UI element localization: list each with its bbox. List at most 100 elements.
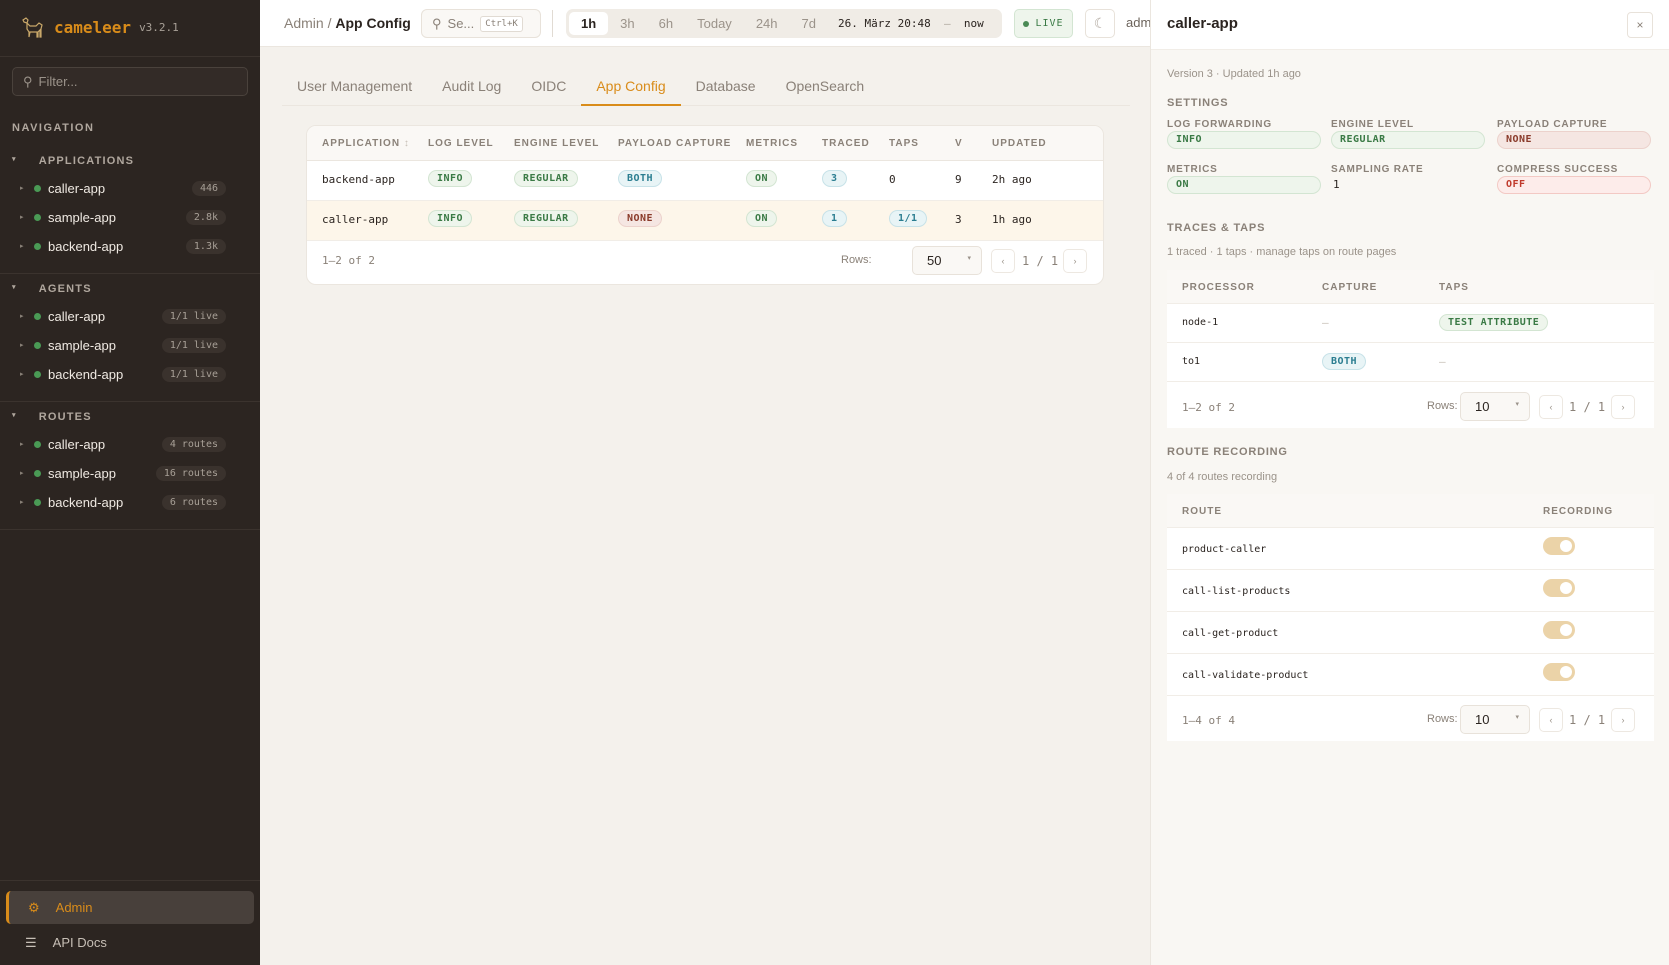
rows-per-page-select[interactable]: 10 ▾ xyxy=(1460,392,1530,421)
table-row[interactable]: to1 BOTH — xyxy=(1167,343,1654,382)
recording-toggle[interactable] xyxy=(1543,579,1575,597)
traces-title: TRACES & TAPS xyxy=(1167,222,1266,234)
setting-payload-capture-select[interactable]: NONE xyxy=(1497,131,1651,149)
live-toggle[interactable]: LIVE xyxy=(1014,9,1073,38)
cell-log-level: INFO xyxy=(428,170,473,187)
table-row: product-caller xyxy=(1167,528,1654,570)
sidebar-item-api-docs[interactable]: ☰ API Docs xyxy=(6,926,254,959)
setting-log-forwarding-select[interactable]: INFO xyxy=(1167,131,1321,149)
range-1h[interactable]: 1h xyxy=(569,12,609,35)
column-header: METRICS xyxy=(746,138,798,149)
count-badge: 1.3k xyxy=(185,238,226,254)
breadcrumb: Admin / App Config xyxy=(284,15,411,31)
nav-title: NAVIGATION xyxy=(12,122,95,134)
table-row[interactable]: caller-app INFO REGULAR NONE ON 1 1/1 3 1h ago xyxy=(307,201,1103,241)
chevron-down-icon: ▾ xyxy=(12,412,17,419)
app-config-table: APPLICATION ↕ LOG LEVEL ENGINE LEVEL PAYLOA… xyxy=(306,125,1104,285)
tab-audit-log[interactable]: Audit Log xyxy=(442,78,502,94)
rows-per-page-select[interactable]: 50 ▾ xyxy=(912,246,982,275)
sidebar-item-sample-app[interactable]: ▸ sample-app 2.8k xyxy=(20,205,226,229)
count-badge: 1/1 live xyxy=(161,308,226,324)
status-dot-icon xyxy=(34,184,41,192)
range-7d[interactable]: 7d xyxy=(801,16,816,31)
sidebar-item-caller-app[interactable]: ▸ caller-app 4 routes xyxy=(20,432,226,456)
group-title: APPLICATIONS xyxy=(38,155,135,167)
next-page-button[interactable]: › xyxy=(1063,249,1087,273)
sidebar-item-backend-app[interactable]: ▸ backend-app 1/1 live xyxy=(20,362,226,386)
prev-page-button[interactable]: ‹ xyxy=(991,249,1015,273)
group-agents[interactable]: ▾ AGENTS xyxy=(12,283,92,295)
tab-app-config[interactable]: App Config xyxy=(581,70,681,106)
recording-toggle[interactable] xyxy=(1543,621,1575,639)
admin-tabs: User Management Audit Log OIDC App Config Da… xyxy=(282,70,1130,106)
table-row[interactable]: backend-app INFO REGULAR BOTH ON 3 0 9 2h ago xyxy=(307,161,1103,201)
panel-title: caller-app xyxy=(1167,15,1238,32)
range-6h[interactable]: 6h xyxy=(658,16,674,31)
setting-compress-success-select[interactable]: OFF xyxy=(1497,176,1651,194)
date-range[interactable]: 26. März 20:48 — now xyxy=(837,17,984,30)
column-header: TAPS xyxy=(1439,282,1469,293)
user-menu[interactable]: admin xyxy=(1126,15,1150,30)
divider xyxy=(0,880,260,881)
setting-label: METRICS xyxy=(1167,164,1218,175)
sidebar-item-admin[interactable]: ⚙ Admin xyxy=(6,891,254,924)
sidebar-item-backend-app[interactable]: ▸ backend-app 6 routes xyxy=(20,490,226,514)
sidebar-item-sample-app[interactable]: ▸ sample-app 16 routes xyxy=(20,461,226,485)
cell-v: 9 xyxy=(955,173,962,186)
tab-database[interactable]: Database xyxy=(695,78,756,94)
sidebar-item-label: backend-app xyxy=(48,494,124,510)
tab-user-management[interactable]: User Management xyxy=(297,78,413,94)
status-dot-icon xyxy=(34,312,41,320)
setting-value: 1 xyxy=(1333,178,1340,191)
sidebar-item-caller-app[interactable]: ▸ caller-app 446 xyxy=(20,176,226,200)
group-applications[interactable]: ▾ APPLICATIONS xyxy=(12,155,134,167)
divider xyxy=(0,56,260,57)
theme-toggle[interactable]: ☾ xyxy=(1085,9,1115,38)
column-header: V xyxy=(955,138,963,149)
setting-label: COMPRESS SUCCESS xyxy=(1497,164,1619,175)
breadcrumb-admin[interactable]: Admin xyxy=(284,15,324,31)
sidebar-item-backend-app[interactable]: ▸ backend-app 1.3k xyxy=(20,234,226,258)
cell-capture: BOTH xyxy=(1322,353,1367,370)
prev-page-button[interactable]: ‹ xyxy=(1539,708,1563,732)
cell-taps: TEST ATTRIBUTE xyxy=(1439,314,1549,331)
range-24h[interactable]: 24h xyxy=(755,16,778,31)
sidebar-item-label: sample-app xyxy=(48,465,116,481)
column-header: ROUTE xyxy=(1182,506,1222,517)
close-button[interactable]: × xyxy=(1627,12,1653,38)
filter-input[interactable]: ⚲ Filter... xyxy=(12,67,248,96)
divider xyxy=(552,10,553,37)
search-button[interactable]: ⚲ Se... Ctrl+K xyxy=(421,9,541,38)
group-routes[interactable]: ▾ ROUTES xyxy=(12,411,92,423)
rows-per-page-select[interactable]: 10 ▾ xyxy=(1460,705,1530,734)
count-badge: 446 xyxy=(191,180,226,196)
time-range-selector: 1h 3h 6h Today 24h 7d 26. März 20:48 — now xyxy=(566,9,1002,38)
prev-page-button[interactable]: ‹ xyxy=(1539,395,1563,419)
app-version: v3.2.1 xyxy=(139,20,179,34)
status-dot-icon xyxy=(34,341,41,349)
recording-toggle[interactable] xyxy=(1543,663,1575,681)
tab-oidc[interactable]: OIDC xyxy=(531,78,567,94)
range-3h[interactable]: 3h xyxy=(620,16,635,31)
table-row[interactable]: node-1 — TEST ATTRIBUTE xyxy=(1167,304,1654,343)
sidebar-item-label: caller-app xyxy=(48,308,106,324)
chevron-right-icon: ▸ xyxy=(20,214,24,221)
recording-toggle[interactable] xyxy=(1543,537,1575,555)
tab-opensearch[interactable]: OpenSearch xyxy=(785,78,865,94)
menu-icon: ☰ xyxy=(25,934,37,950)
range-Today[interactable]: Today xyxy=(697,16,732,31)
sidebar-item-caller-app[interactable]: ▸ caller-app 1/1 live xyxy=(20,304,226,328)
sidebar-item-sample-app[interactable]: ▸ sample-app 1/1 live xyxy=(20,333,226,357)
next-page-button[interactable]: › xyxy=(1611,395,1635,419)
next-page-button[interactable]: › xyxy=(1611,708,1635,732)
chevron-right-icon: ▸ xyxy=(20,441,24,448)
cell-taps: 1/1 xyxy=(889,210,927,227)
logo[interactable]: cameleer v3.2.1 xyxy=(20,14,179,40)
column-header[interactable]: APPLICATION ↕ xyxy=(322,138,410,149)
sort-icon: ↕ xyxy=(403,138,410,149)
sidebar-item-label: backend-app xyxy=(48,366,124,382)
setting-metrics-select[interactable]: ON xyxy=(1167,176,1321,194)
routes-title: ROUTE RECORDING xyxy=(1167,446,1288,458)
setting-engine-level-select[interactable]: REGULAR xyxy=(1331,131,1485,149)
rows-label: Rows: xyxy=(1427,400,1458,412)
